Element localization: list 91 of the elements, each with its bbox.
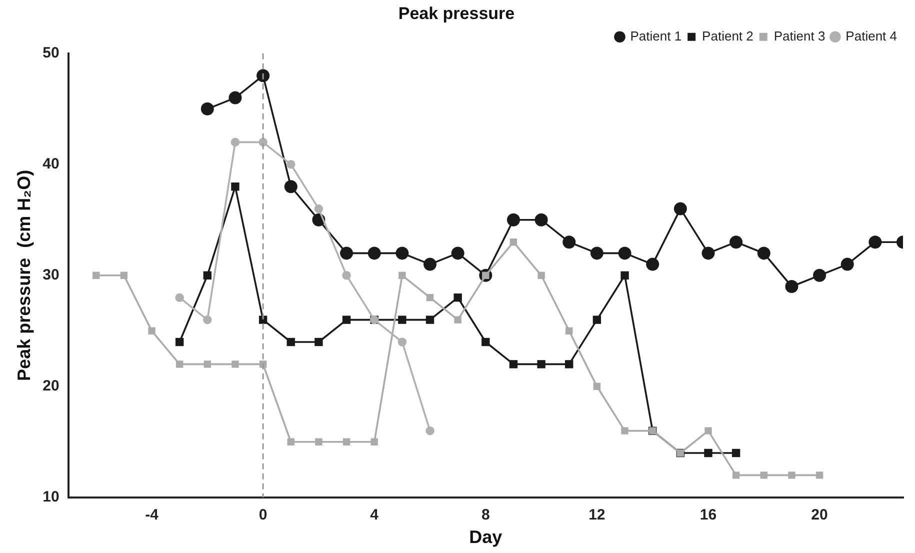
x-tick-label: -4 [145, 506, 160, 524]
point [286, 338, 295, 346]
point [423, 258, 436, 271]
point [704, 427, 712, 434]
legend-label: Patient 2 [702, 28, 754, 44]
point [534, 213, 548, 226]
point [537, 360, 546, 368]
point [232, 360, 239, 368]
point [426, 316, 434, 324]
point [203, 315, 212, 324]
point [398, 272, 406, 280]
point [314, 338, 323, 346]
x-tick-label: 8 [481, 506, 490, 524]
point [566, 327, 573, 335]
point [342, 316, 351, 324]
point [592, 316, 602, 324]
point [562, 236, 576, 249]
point [286, 160, 296, 169]
x-axis-title: Day [469, 527, 502, 548]
point [287, 438, 294, 446]
legend-label: Patient 3 [774, 28, 826, 44]
point [204, 360, 212, 368]
point [230, 138, 240, 147]
point [368, 246, 381, 260]
point [565, 360, 574, 368]
point [175, 293, 184, 302]
y-axis-title: Peak pressure (cm H₂O) [14, 170, 34, 381]
point [538, 272, 545, 280]
legend-label: Patient 4 [846, 28, 898, 44]
point [840, 258, 854, 271]
point [175, 338, 184, 346]
point [370, 438, 378, 446]
point [398, 316, 406, 324]
point [203, 271, 212, 280]
point [340, 246, 354, 260]
point [258, 316, 268, 324]
point [176, 360, 184, 368]
y-tick-label: 10 [42, 488, 60, 506]
y-tick-label: 40 [42, 156, 60, 173]
point [506, 213, 520, 226]
chart-title: Peak pressure [398, 4, 515, 23]
point [704, 448, 712, 458]
point [342, 271, 351, 280]
point [342, 438, 350, 446]
y-tick-label: 30 [42, 266, 60, 284]
point [510, 238, 518, 246]
point [590, 246, 604, 260]
point [868, 236, 882, 249]
point [451, 246, 464, 260]
point [482, 338, 490, 346]
point [702, 246, 715, 260]
point [396, 246, 409, 260]
point [426, 294, 434, 302]
point [816, 472, 824, 479]
point [426, 426, 434, 436]
x-tick-label: 12 [588, 506, 606, 524]
point [200, 102, 214, 116]
point [732, 472, 740, 479]
point [398, 338, 407, 346]
point [785, 280, 798, 293]
x-tick-label: 0 [258, 506, 268, 524]
point [284, 180, 298, 194]
point [509, 360, 518, 368]
point [454, 316, 462, 324]
x-tick-label: 16 [700, 506, 717, 524]
point [593, 382, 601, 390]
x-tick-label: 4 [370, 506, 380, 524]
y-tick-label: 50 [42, 44, 60, 62]
point [256, 69, 270, 82]
point [813, 268, 826, 282]
point [454, 294, 462, 302]
point [757, 246, 770, 260]
point [732, 448, 740, 458]
point [621, 427, 628, 434]
point [674, 202, 687, 216]
point [92, 272, 100, 280]
point [314, 204, 324, 214]
point [620, 271, 629, 280]
point [730, 236, 743, 249]
point [120, 272, 128, 280]
point [618, 246, 632, 260]
point [231, 182, 240, 191]
point [646, 258, 660, 271]
point [315, 438, 322, 446]
point [228, 91, 242, 104]
x-tick-label: 20 [811, 506, 828, 524]
y-tick-label: 20 [42, 378, 60, 395]
legend-label: Patient 1 [630, 28, 682, 44]
point [148, 327, 156, 335]
point [788, 472, 796, 479]
point [760, 472, 768, 479]
